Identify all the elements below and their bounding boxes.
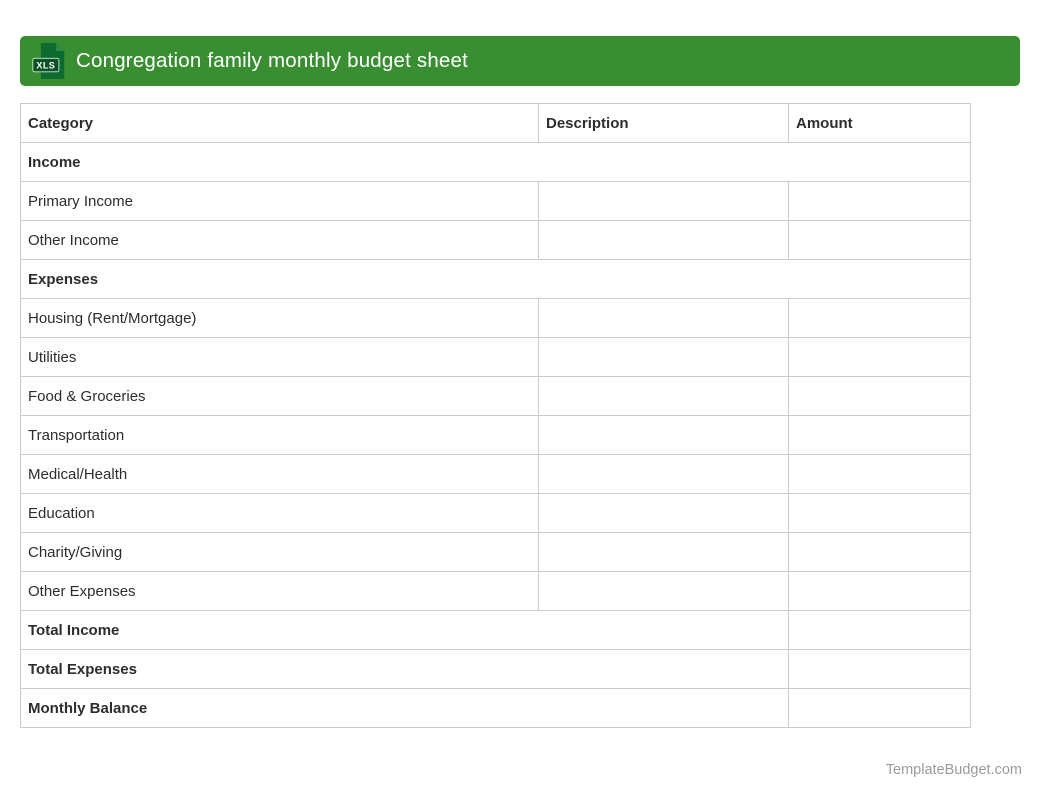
total-row-label: Total Income	[20, 610, 789, 650]
footer-site-credit: TemplateBudget.com	[885, 762, 1022, 778]
description-cell	[538, 181, 789, 221]
xls-file-icon: XLS	[31, 41, 67, 81]
category-cell: Education	[20, 493, 539, 533]
table-row: Food & Groceries	[20, 376, 971, 416]
table-row: Monthly Balance	[20, 688, 971, 728]
budget-table-body: Income Primary Income Other Income Expenses…	[20, 142, 971, 728]
category-cell: Charity/Giving	[20, 532, 539, 572]
section-row-label: Expenses	[20, 259, 971, 299]
table-row: Housing (Rent/Mortgage)	[20, 298, 971, 338]
amount-cell	[788, 493, 971, 533]
description-cell	[538, 337, 789, 377]
category-cell: Primary Income	[20, 181, 539, 221]
table-row: Other Expenses	[20, 571, 971, 611]
amount-cell	[788, 376, 971, 416]
table-row: Primary Income	[20, 181, 971, 221]
description-cell	[538, 415, 789, 455]
table-row: Transportation	[20, 415, 971, 455]
amount-cell	[788, 571, 971, 611]
amount-cell	[788, 181, 971, 221]
description-cell	[538, 493, 789, 533]
amount-cell	[788, 532, 971, 572]
column-header-category: Category	[20, 103, 539, 143]
description-cell	[538, 454, 789, 494]
amount-cell	[788, 298, 971, 338]
table-row: Charity/Giving	[20, 532, 971, 572]
amount-cell	[788, 415, 971, 455]
table-row: Medical/Health	[20, 454, 971, 494]
table-row: Total Income	[20, 610, 971, 650]
description-cell	[538, 532, 789, 572]
category-cell: Food & Groceries	[20, 376, 539, 416]
table-row: Education	[20, 493, 971, 533]
total-row-label: Monthly Balance	[20, 688, 789, 728]
amount-cell	[788, 337, 971, 377]
description-cell	[538, 376, 789, 416]
description-cell	[538, 298, 789, 338]
description-cell	[538, 571, 789, 611]
xls-icon-label: XLS	[36, 61, 55, 71]
category-cell: Other Expenses	[20, 571, 539, 611]
amount-cell	[788, 454, 971, 494]
title-bar: XLS Congregation family monthly budget s…	[20, 36, 1020, 86]
category-cell: Transportation	[20, 415, 539, 455]
total-amount-cell	[788, 610, 971, 650]
total-amount-cell	[788, 649, 971, 689]
category-cell: Housing (Rent/Mortgage)	[20, 298, 539, 338]
total-amount-cell	[788, 688, 971, 728]
table-row: Expenses	[20, 259, 971, 299]
section-row-label: Income	[20, 142, 971, 182]
column-header-amount: Amount	[788, 103, 971, 143]
category-cell: Medical/Health	[20, 454, 539, 494]
budget-table: Category Description Amount Income Primar…	[20, 103, 971, 728]
amount-cell	[788, 220, 971, 260]
column-header-description: Description	[538, 103, 789, 143]
description-cell	[538, 220, 789, 260]
category-cell: Utilities	[20, 337, 539, 377]
table-header-row: Category Description Amount	[20, 103, 971, 143]
table-row: Income	[20, 142, 971, 182]
table-row: Other Income	[20, 220, 971, 260]
page-title: Congregation family monthly budget sheet	[76, 49, 469, 72]
table-row: Total Expenses	[20, 649, 971, 689]
table-row: Utilities	[20, 337, 971, 377]
category-cell: Other Income	[20, 220, 539, 260]
total-row-label: Total Expenses	[20, 649, 789, 689]
